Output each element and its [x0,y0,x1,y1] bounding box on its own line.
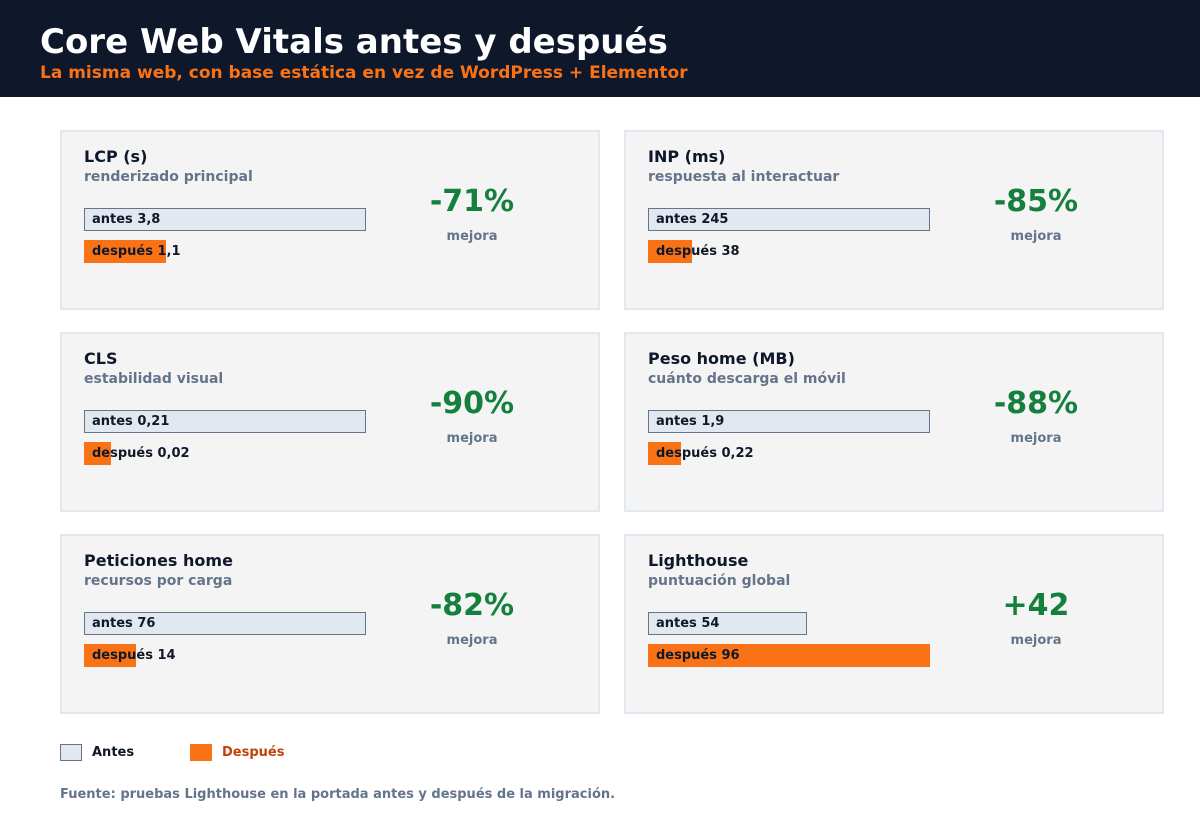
improvement-value: -71% [429,184,515,219]
metric-card: INP (ms) respuesta al interactuar antes 24… [624,130,1164,310]
legend-swatch-after [190,744,212,761]
bar-after [648,442,681,465]
metric-subtitle: cuánto descarga el móvil [648,371,846,387]
improvement-label: mejora [1010,229,1062,244]
metric-subtitle: recursos por carga [84,573,233,589]
bar-label-before: antes 3,8 [92,212,161,227]
bar-before [84,612,366,635]
source-note: Fuente: pruebas Lighthouse en la portada… [60,787,616,802]
metric-title: INP (ms) [648,147,726,166]
metric-title: LCP (s) [84,147,148,166]
improvement-label: mejora [1010,431,1062,446]
bar-label-after: después 38 [656,244,740,259]
bar-after [648,644,930,667]
bar-before [648,208,930,231]
improvement-value: +42 [1002,588,1070,623]
bar-after [84,442,111,465]
bar-label-before: antes 1,9 [656,414,725,429]
bar-before [648,612,807,635]
metric-card: Peso home (MB) cuánto descarga el móvil an… [624,332,1164,512]
metric-card: CLS estabilidad visual antes 0,21 después 0… [60,332,600,512]
legend-label-before: Antes [92,745,135,760]
metric-card: LCP (s) renderizado principal antes 3,8 des… [60,130,600,310]
improvement-label: mejora [446,633,498,648]
improvement-value: -88% [993,386,1079,421]
bar-after [84,240,166,263]
bar-label-after: después 0,02 [92,446,190,461]
improvement-value: -90% [429,386,515,421]
improvement-label: mejora [446,431,498,446]
metric-title: Peticiones home [84,551,233,570]
bar-before [648,410,930,433]
legend-swatch-before [60,744,82,761]
bar-label-after: después 0,22 [656,446,754,461]
improvement-label: mejora [1010,633,1062,648]
metric-subtitle: respuesta al interactuar [648,169,840,185]
bar-after [648,240,692,263]
bar-label-after: después 1,1 [92,244,181,259]
metric-card: Lighthouse puntuación global antes 54 despu… [624,534,1164,714]
metric-card: Peticiones home recursos por carga antes 7… [60,534,600,714]
legend-label-after: Después [222,745,285,760]
header: Core Web Vitals antes y después La misma… [0,0,1200,97]
chart-title: Core Web Vitals antes y después [40,22,668,62]
metric-title: CLS [84,349,118,368]
bar-before [84,208,366,231]
bar-after [84,644,136,667]
bar-before [84,410,366,433]
bar-label-before: antes 76 [92,616,156,631]
metric-subtitle: renderizado principal [84,169,253,185]
metric-title: Lighthouse [648,551,749,570]
metric-title: Peso home (MB) [648,349,795,368]
improvement-value: -82% [429,588,515,623]
chart-subtitle: La misma web, con base estática en vez d… [40,63,688,83]
metric-subtitle: puntuación global [648,573,791,589]
bar-label-after: después 96 [656,648,740,663]
bar-label-before: antes 54 [656,616,720,631]
improvement-label: mejora [446,229,498,244]
bar-label-before: antes 0,21 [92,414,170,429]
improvement-value: -85% [993,184,1079,219]
bar-label-before: antes 245 [656,212,729,227]
metric-subtitle: estabilidad visual [84,371,224,387]
bar-label-after: después 14 [92,648,176,663]
